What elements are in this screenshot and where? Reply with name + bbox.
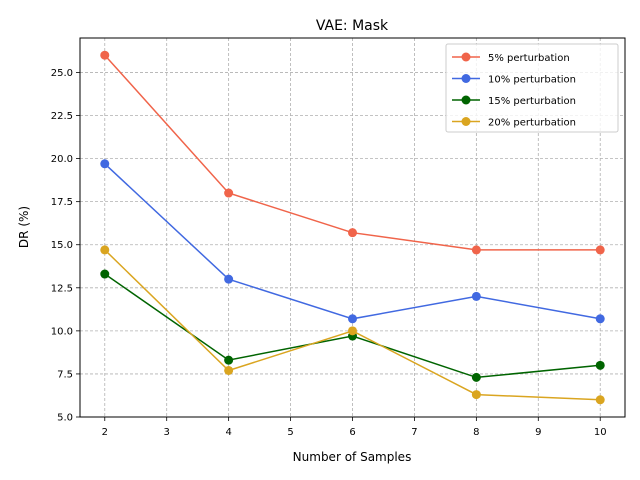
x-tick-label: 3 bbox=[164, 427, 170, 438]
data-point bbox=[100, 245, 110, 255]
data-point bbox=[471, 245, 481, 255]
data-point bbox=[595, 360, 605, 370]
data-point bbox=[100, 269, 110, 279]
x-tick-label: 9 bbox=[535, 427, 541, 438]
data-point bbox=[595, 395, 605, 405]
data-point bbox=[595, 245, 605, 255]
data-point bbox=[348, 326, 357, 336]
series-4 bbox=[100, 245, 605, 405]
legend-item: 15% perturbation bbox=[452, 95, 576, 107]
legend-label: 10% perturbation bbox=[488, 75, 576, 86]
legend-marker bbox=[461, 74, 471, 83]
series-2 bbox=[100, 159, 605, 324]
y-tick-label: 15.0 bbox=[51, 240, 73, 251]
data-point bbox=[471, 390, 481, 400]
x-tick-label: 6 bbox=[349, 427, 355, 438]
data-point bbox=[224, 355, 234, 365]
legend-marker bbox=[461, 52, 471, 62]
legend-item: 10% perturbation bbox=[452, 74, 576, 86]
x-tick-label: 10 bbox=[594, 427, 607, 438]
x-tick-label: 7 bbox=[411, 427, 417, 438]
data-point bbox=[100, 50, 110, 60]
data-point bbox=[471, 291, 481, 301]
legend-label: 5% perturbation bbox=[488, 53, 570, 64]
x-axis: 2 3 4 5 6 7 8 9 10 bbox=[102, 417, 607, 438]
legend-marker bbox=[461, 95, 471, 105]
legend-marker bbox=[461, 117, 471, 126]
x-tick-label: 5 bbox=[287, 427, 293, 438]
y-tick-label: 22.5 bbox=[51, 111, 73, 122]
series-1 bbox=[100, 50, 605, 255]
y-axis: 5.0 7.5 10.0 12.5 15.0 17.5 20.0 22.5 25.0 bbox=[51, 68, 80, 424]
y-tick-label: 20.0 bbox=[51, 154, 73, 165]
y-tick-label: 12.5 bbox=[51, 283, 73, 294]
legend-box bbox=[445, 43, 619, 133]
legend-item: 20% perturbation bbox=[452, 117, 576, 129]
x-tick-label: 4 bbox=[225, 427, 231, 438]
data-point bbox=[471, 372, 481, 382]
data-point bbox=[224, 365, 234, 375]
y-tick-label: 25.0 bbox=[51, 68, 73, 79]
chart-title: VAE: Mask bbox=[316, 18, 389, 34]
data-point bbox=[348, 314, 357, 324]
y-axis-label: DR (%) bbox=[17, 206, 31, 248]
data-point bbox=[595, 314, 605, 324]
legend: 5% perturbation 10% perturbation 15% pertu… bbox=[445, 43, 619, 133]
series-group bbox=[100, 50, 605, 405]
y-tick-label: 7.5 bbox=[57, 369, 73, 380]
series-3 bbox=[100, 269, 605, 382]
y-tick-label: 10.0 bbox=[51, 326, 73, 337]
data-point bbox=[224, 188, 234, 198]
legend-label: 20% perturbation bbox=[488, 118, 576, 129]
x-tick-label: 8 bbox=[473, 427, 479, 438]
y-tick-label: 5.0 bbox=[57, 413, 73, 424]
y-tick-label: 17.5 bbox=[51, 197, 73, 208]
x-tick-label: 2 bbox=[102, 427, 108, 438]
grid bbox=[80, 38, 625, 418]
legend-label: 15% perturbation bbox=[488, 96, 576, 107]
data-point bbox=[100, 159, 110, 169]
data-point bbox=[224, 274, 234, 284]
data-point bbox=[348, 228, 357, 238]
x-axis-label: Number of Samples bbox=[293, 450, 412, 464]
legend-item: 5% perturbation bbox=[452, 52, 570, 64]
